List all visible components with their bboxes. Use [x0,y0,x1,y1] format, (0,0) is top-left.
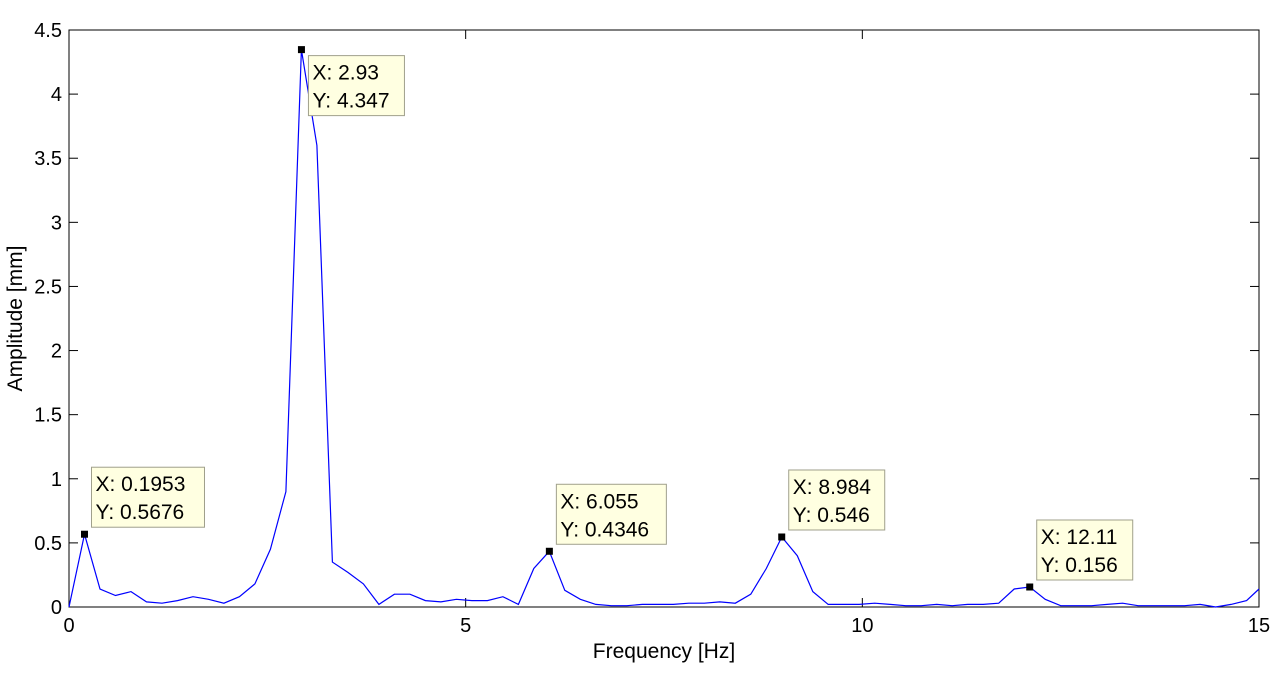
y-tick-label: 1 [51,469,62,491]
y-tick-label: 3 [51,212,62,234]
datatip-x-text: X: 8.984 [793,476,872,499]
series-line-layer [68,49,1260,608]
datatip-marker [545,547,553,555]
y-tick-label: 0.5 [34,533,62,555]
datatip-x-text: X: 0.1953 [95,473,185,496]
y-tick-label: 2.5 [34,276,62,298]
x-tick-label: 5 [460,615,471,637]
x-axis-label: Frequency [Hz] [593,640,735,663]
datatip: X: 0.1953 Y: 0.5676 [80,466,205,538]
series-line [68,49,1260,608]
datatip-box [1036,519,1134,581]
datatip-box [555,483,667,545]
datatip-y-text: Y: 4.347 [312,90,389,113]
datatip: X: 8.984 Y: 0.546 [778,469,886,541]
x-tick-label: 10 [851,615,873,637]
datatip-marker [297,46,305,54]
y-tick-label: 4 [51,84,62,106]
datatip-box [307,55,405,117]
datatip-box [788,469,886,531]
datatip-marker [778,533,786,541]
datatip-y-text: Y: 0.5676 [95,501,184,524]
datatip: X: 6.055 Y: 0.4346 [545,483,667,555]
datatips: X: 0.1953 Y: 0.5676 X: 2.93 Y: 4.347 X: 6.05… [80,46,1134,591]
x-tick-label: 15 [1248,615,1270,637]
datatip: X: 12.11 Y: 0.156 [1026,519,1134,591]
datatip-x-text: X: 6.055 [560,490,638,513]
y-tick-label: 2 [51,341,62,363]
y-axis-label: Amplitude [mm] [4,246,27,392]
y-tick-label: 4.5 [34,20,62,42]
datatip-marker [80,530,88,538]
x-tick-label: 0 [63,615,74,637]
y-tick-label: 1.5 [34,405,62,427]
datatip: X: 2.93 Y: 4.347 [297,46,405,117]
datatip-y-text: Y: 0.4346 [560,518,649,541]
datatip-y-text: Y: 0.156 [1041,554,1118,577]
datatip-box [90,466,205,528]
y-tick-label: 3.5 [34,148,62,170]
datatip-x-text: X: 12.11 [1041,526,1118,549]
datatip-marker [1026,583,1034,591]
datatip-x-text: X: 2.93 [312,62,379,85]
y-tick-label: 0 [51,597,62,619]
datatip-y-text: Y: 0.546 [793,504,870,527]
